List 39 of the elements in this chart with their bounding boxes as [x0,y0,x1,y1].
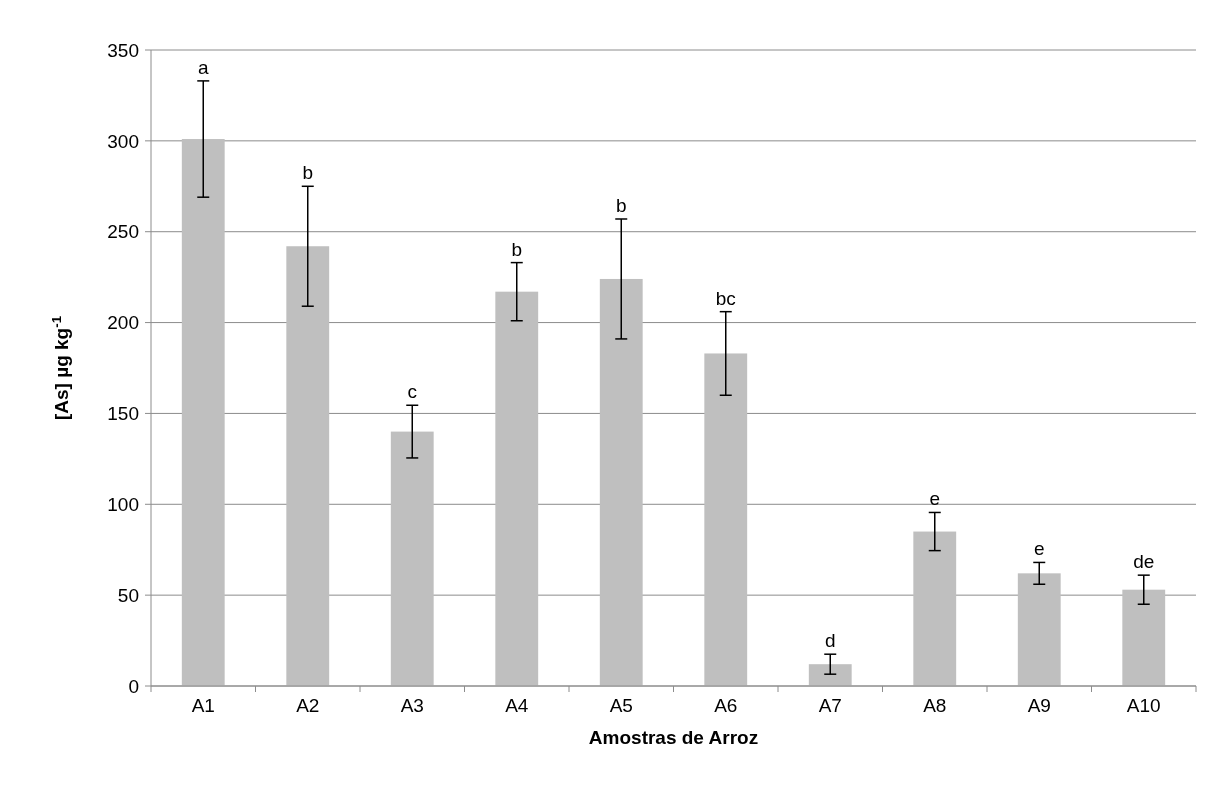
x-tick-label: A2 [296,695,320,716]
y-tick-label: 0 [128,675,139,697]
bar [390,431,434,686]
y-tick-label: 250 [107,221,139,243]
annotation: b [302,162,314,184]
bar [913,531,957,686]
y-tick-label: 150 [107,403,139,425]
bar [808,664,852,686]
annotation: e [1033,538,1045,560]
x-tick-label: A8 [923,695,947,716]
x-tick-label: A10 [1126,695,1161,716]
x-tick-label: A6 [714,695,738,716]
bar [181,139,225,686]
x-tick-label: A9 [1027,695,1051,716]
bar [1017,573,1061,686]
x-tick-label: A1 [191,695,215,716]
bar [286,246,330,686]
annotation: d [824,630,836,652]
bar [495,291,539,686]
y-tick-label: 100 [107,493,139,515]
x-tick-label: A7 [818,695,842,716]
y-tick-label: 350 [107,39,139,61]
x-tick-label: A3 [400,695,424,716]
y-tick-label: 200 [107,312,139,334]
y-tick-label: 50 [117,584,139,606]
x-axis-title: Amostras de Arroz [588,727,759,748]
x-tick-label: A4 [505,695,529,716]
bar [704,353,748,686]
annotation: bc [715,287,736,309]
bar [1122,589,1166,686]
bar [599,278,643,686]
annotation: c [407,381,417,403]
y-tick-label: 300 [107,130,139,152]
annotation: a [197,56,209,78]
annotation: e [929,488,941,510]
annotation: de [1133,551,1155,573]
annotation: b [615,194,627,216]
x-tick-label: A5 [609,695,633,716]
annotation: b [511,238,523,260]
